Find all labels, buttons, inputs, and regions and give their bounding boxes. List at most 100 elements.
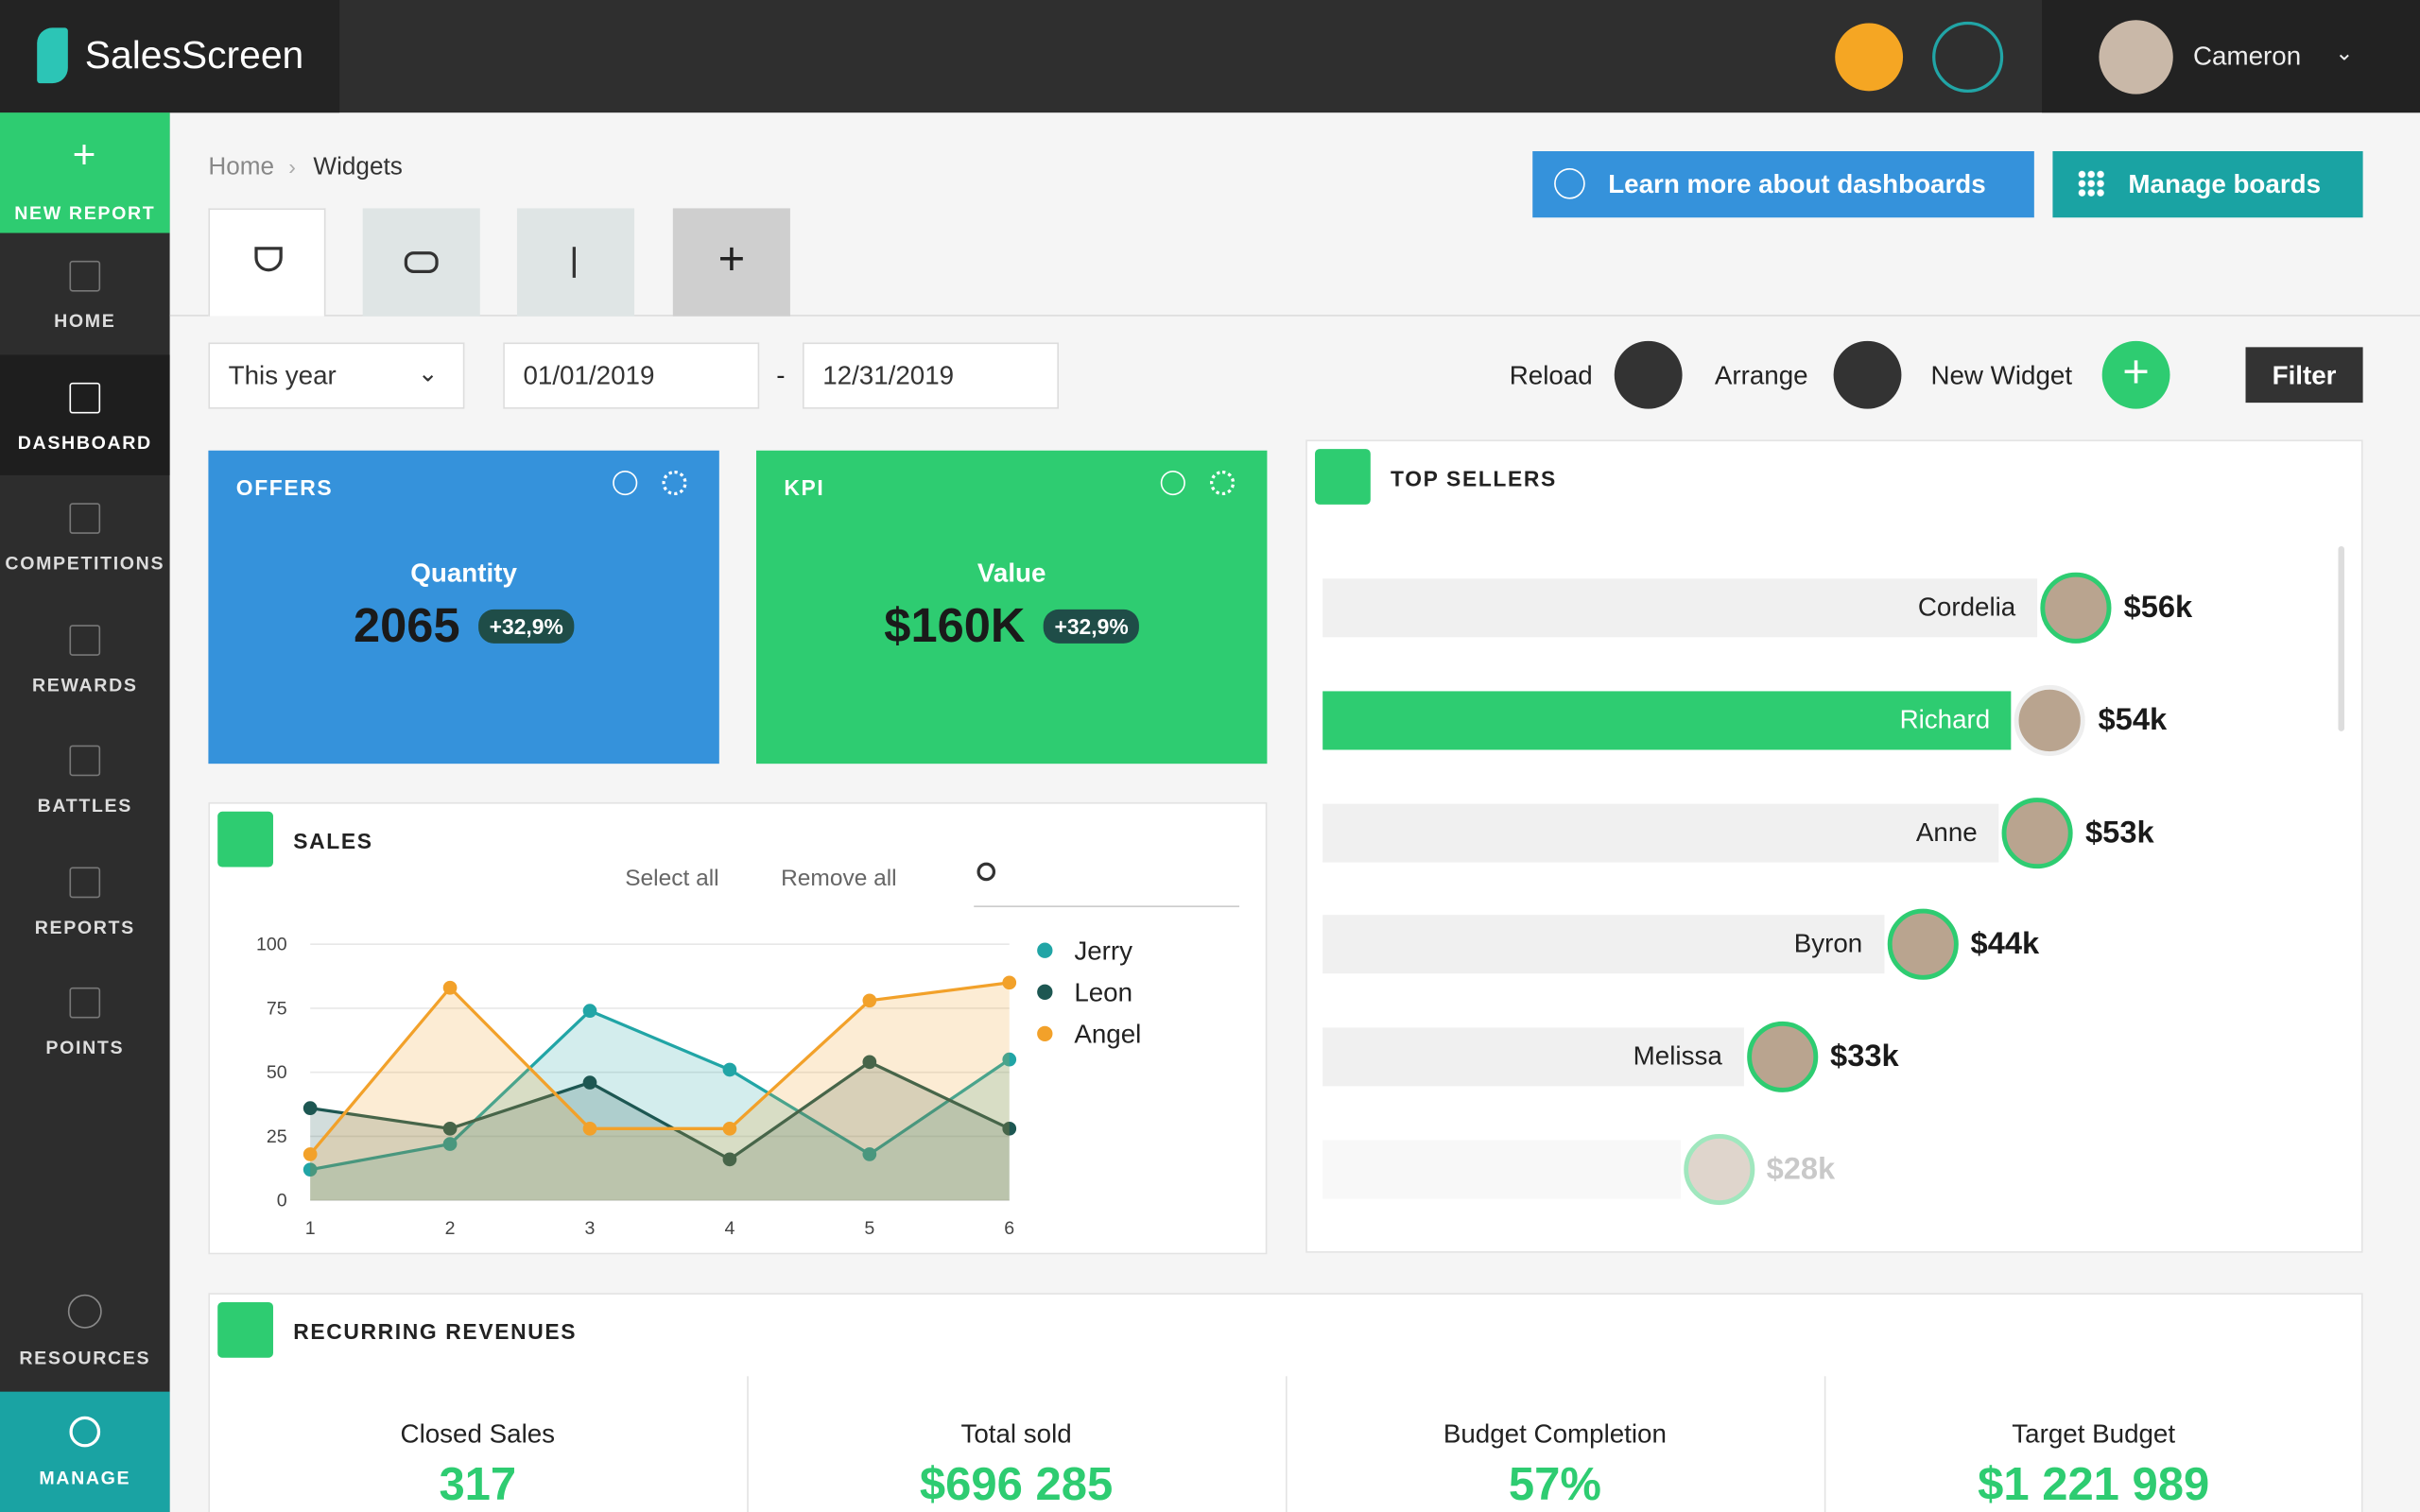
new-report-button[interactable]: + NEW REPORT — [0, 112, 170, 233]
info-icon — [1554, 167, 1585, 199]
sidebar-icon — [69, 745, 101, 777]
dropdown-caret: ⌄ — [2335, 40, 2354, 65]
seller-value: $28k — [1766, 1152, 1836, 1187]
series-line — [308, 981, 1010, 1156]
kpi-widget — [208, 450, 719, 765]
legend-label: Leon — [1074, 978, 1132, 1007]
kpi-value: 2065 — [354, 598, 460, 653]
plus-icon: + — [72, 130, 98, 178]
seller-bar — [1322, 1140, 1681, 1199]
brand-logo — [37, 27, 68, 84]
data-point — [1002, 975, 1017, 990]
settings-icon[interactable] — [1210, 470, 1236, 496]
info-icon[interactable] — [613, 470, 638, 496]
arrange-button[interactable] — [1833, 340, 1902, 409]
sidebar-icon — [69, 987, 101, 1019]
seller-name: Melissa — [1633, 1041, 1722, 1072]
legend-label: Angel — [1074, 1020, 1141, 1049]
new-report-label: NEW REPORT — [14, 201, 156, 224]
top-bar — [0, 0, 2420, 113]
scrollbar[interactable] — [2338, 545, 2344, 731]
data-point — [582, 1121, 597, 1136]
gamepad-icon — [404, 251, 439, 273]
legend-label: Jerry — [1074, 936, 1132, 966]
breadcrumb-home[interactable]: Home — [208, 154, 275, 181]
breadcrumb-current: Widgets — [313, 154, 403, 181]
x-tick-label: 5 — [864, 1218, 874, 1239]
user-name: Cameron — [2193, 42, 2302, 72]
manage-icon — [69, 1416, 101, 1448]
legend-marker — [1037, 1025, 1053, 1042]
brand-name: SalesScreen — [84, 33, 304, 77]
data-point — [442, 1121, 458, 1136]
sidebar-icon — [69, 866, 101, 898]
start-date[interactable]: 01/01/2019 — [503, 342, 760, 409]
sidebar-label: POINTS — [45, 1037, 125, 1058]
seller-bar — [1322, 1027, 1744, 1087]
x-tick-label: 3 — [585, 1218, 596, 1239]
sidebar-item[interactable] — [0, 717, 170, 837]
arrange-label[interactable]: Arrange — [1714, 361, 1808, 391]
new-widget-label[interactable]: New Widget — [1930, 361, 2073, 391]
legend-marker — [1037, 942, 1053, 958]
brand-box[interactable]: SalesScreen — [0, 0, 340, 113]
search-field[interactable] — [974, 905, 1240, 907]
manage-boards-button[interactable]: Manage boards — [2052, 151, 2363, 218]
new-widget-button[interactable]: + — [2101, 340, 2170, 409]
notifications-button[interactable] — [1932, 21, 2004, 93]
sidebar-item[interactable] — [0, 475, 170, 595]
seller-avatar — [2014, 684, 2086, 756]
sidebar-item[interactable] — [0, 353, 170, 475]
sidebar-icon — [69, 382, 101, 413]
seller-bar — [1322, 691, 2013, 750]
sidebar-item[interactable] — [0, 233, 170, 353]
settings-icon[interactable] — [662, 470, 687, 496]
seller-avatar — [2001, 797, 2073, 868]
widget-title: RECURRING REVENUES — [293, 1318, 578, 1345]
filter-button[interactable]: Filter — [2245, 347, 2363, 404]
sidebar-item[interactable] — [0, 960, 170, 1080]
series-line — [309, 1008, 1011, 1172]
scale-icon — [572, 247, 576, 278]
learn-button[interactable]: Learn more about dashboards — [1532, 151, 2034, 218]
user-menu[interactable]: Cameron ⌄ — [2042, 0, 2420, 113]
sidebar-item[interactable] — [0, 838, 170, 958]
sidebar-label: BATTLES — [37, 794, 132, 816]
remove-all[interactable]: Remove all — [781, 865, 897, 892]
stat-label: Budget Completion — [1443, 1419, 1667, 1450]
tab-games[interactable] — [362, 208, 480, 317]
kpi-change: +32,9% — [478, 609, 575, 644]
x-tick-label: 4 — [724, 1218, 735, 1239]
data-point — [1002, 1052, 1017, 1067]
y-tick-label: 0 — [277, 1191, 287, 1211]
sidebar-item[interactable] — [0, 596, 170, 716]
sidebar-icon — [69, 624, 101, 656]
tab-divider — [169, 315, 2420, 317]
sidebar-label: REPORTS — [34, 915, 135, 937]
period-select[interactable]: This year ⌄ — [208, 342, 465, 409]
data-point — [582, 1075, 597, 1090]
tab-trophy[interactable] — [208, 208, 326, 317]
stat-label: Target Budget — [2012, 1419, 2176, 1450]
select-all[interactable]: Select all — [625, 865, 719, 892]
tickets-button[interactable] — [1835, 23, 1904, 92]
kpi-widget — [755, 450, 1268, 765]
breadcrumb-separator: › — [288, 154, 296, 180]
tab-balance[interactable] — [516, 208, 635, 317]
data-point — [722, 1121, 737, 1136]
x-tick-label: 2 — [445, 1218, 456, 1239]
search-icon — [977, 862, 996, 882]
info-icon[interactable] — [1160, 470, 1185, 496]
stat-value: 317 — [439, 1459, 517, 1511]
data-point — [862, 1055, 877, 1070]
data-point — [722, 1062, 737, 1077]
kpi-row: $160K +32,9% — [756, 598, 1267, 654]
reload-label[interactable]: Reload — [1509, 361, 1593, 391]
tab-add[interactable]: + — [672, 208, 790, 317]
manage-item[interactable]: MANAGE — [0, 1391, 170, 1512]
end-date[interactable]: 12/31/2019 — [802, 342, 1059, 409]
kpi-row: 2065 +32,9% — [208, 598, 718, 654]
seller-value: $56k — [2123, 591, 2193, 626]
reload-button[interactable] — [1614, 340, 1683, 409]
resources-item[interactable]: RESOURCES — [0, 1271, 170, 1391]
